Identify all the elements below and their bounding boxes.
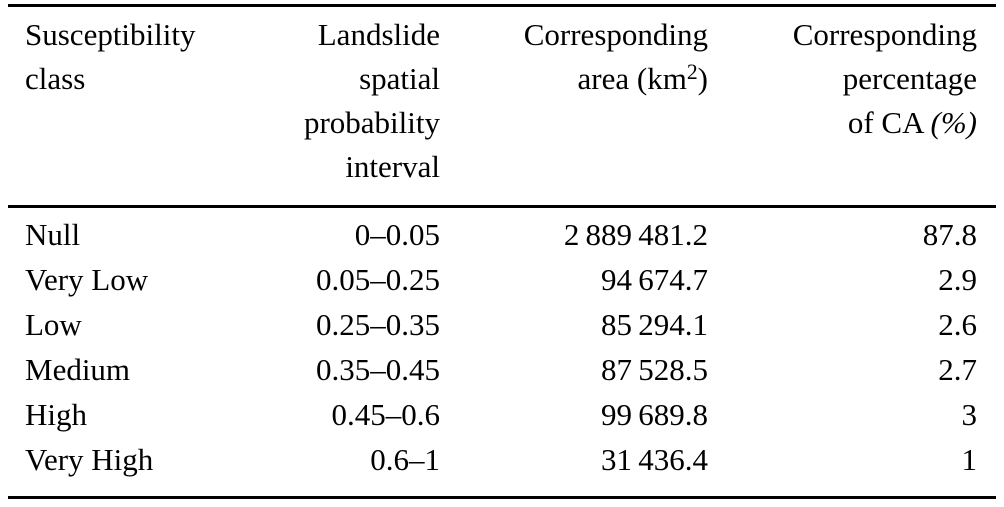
header-line: class	[25, 61, 86, 96]
cell-area: 94 674.7	[601, 262, 708, 297]
table-header-rule	[8, 205, 996, 208]
cell-interval: 0.25–0.35	[316, 307, 440, 342]
cell-area: 85 294.1	[601, 307, 708, 342]
area-unit-suffix: )	[697, 61, 708, 96]
header-line: probability	[303, 105, 440, 140]
header-line: Corresponding	[792, 17, 977, 52]
header-line: percentage	[842, 61, 977, 96]
header-line: Landslide	[317, 17, 440, 52]
table-header-row: Susceptibility class Landslide spatial p…	[8, 7, 996, 205]
percentage-unit: (%)	[930, 105, 977, 140]
cell-percentage: 2.7	[938, 352, 977, 387]
cell-class: Medium	[25, 352, 131, 387]
cell-percentage: 2.6	[938, 307, 977, 342]
cell-area: 2 889 481.2	[563, 217, 708, 252]
area-unit-superscript: 2	[686, 60, 698, 84]
column-header-percentage: Corresponding percentage of CA (%)	[708, 13, 977, 189]
header-line-unit: area (km2)	[440, 57, 708, 101]
cell-area: 31 436.4	[601, 442, 708, 477]
cell-percentage: 2.9	[938, 262, 977, 297]
cell-area: 99 689.8	[601, 397, 708, 432]
table-top-rule	[8, 4, 996, 7]
cell-interval: 0.6–1	[370, 442, 440, 477]
cell-percentage: 1	[961, 442, 978, 477]
column-header-susceptibility-class: Susceptibility class	[25, 13, 230, 189]
cell-interval: 0.35–0.45	[316, 352, 440, 387]
cell-class: Very Low	[25, 262, 149, 297]
header-line: interval	[345, 149, 440, 184]
header-line: Susceptibility	[25, 17, 196, 52]
table-body: Null 0–0.05 2 889 481.2 87.8 Very Low 0.…	[8, 208, 996, 496]
cell-area: 87 528.5	[601, 352, 708, 387]
header-line: spatial	[359, 61, 440, 96]
area-unit-prefix: area (km	[577, 61, 687, 96]
cell-class: Low	[25, 307, 82, 342]
cell-percentage: 3	[961, 397, 978, 432]
column-header-area: Corresponding area (km2)	[440, 13, 708, 189]
table-bottom-rule	[8, 496, 996, 499]
header-line-unit: of CA (%)	[708, 101, 977, 145]
column-header-probability-interval: Landslide spatial probability interval	[230, 13, 440, 189]
header-line: Corresponding	[523, 17, 708, 52]
cell-class: High	[25, 397, 87, 432]
cell-interval: 0–0.05	[354, 217, 440, 252]
cell-interval: 0.45–0.6	[331, 397, 441, 432]
cell-interval: 0.05–0.25	[316, 262, 440, 297]
cell-class: Null	[25, 217, 81, 252]
cell-percentage: 87.8	[922, 217, 977, 252]
cell-class: Very High	[25, 442, 154, 477]
percentage-unit-prefix: of CA	[847, 105, 923, 140]
